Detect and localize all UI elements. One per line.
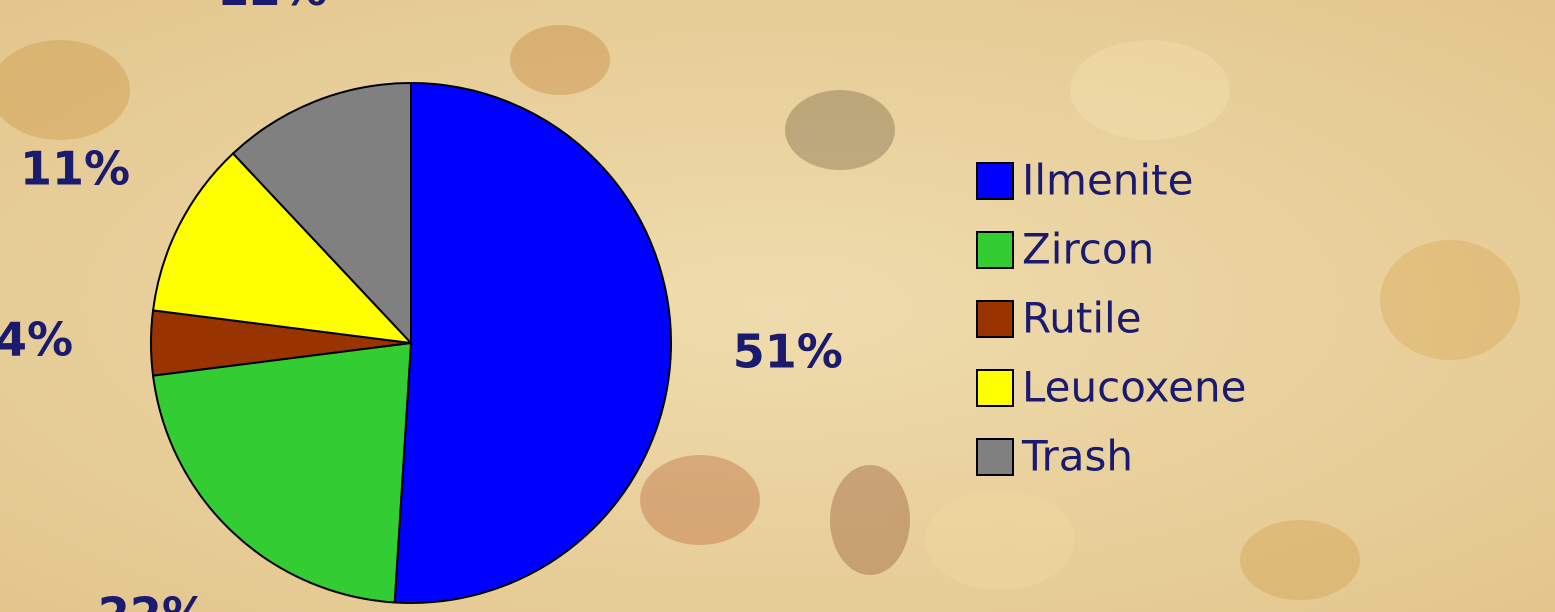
data-label: 51% bbox=[733, 324, 843, 378]
pie-slice bbox=[231, 81, 412, 346]
legend-swatch bbox=[976, 438, 1014, 476]
data-label: 22% bbox=[98, 587, 208, 612]
legend-swatch bbox=[976, 162, 1014, 200]
data-label: 4% bbox=[0, 313, 73, 367]
legend-label: Rutile bbox=[1022, 294, 1142, 343]
pie-slice bbox=[393, 81, 672, 604]
legend-label: Trash bbox=[1021, 432, 1133, 481]
background-pebbles bbox=[0, 25, 1520, 600]
legend-swatch bbox=[976, 231, 1014, 269]
legend-label: Zircon bbox=[1022, 225, 1154, 274]
legend-label: Ilmenite bbox=[1022, 156, 1193, 205]
legend-label: Leucoxene bbox=[1022, 363, 1246, 412]
data-label: 12% bbox=[217, 0, 327, 16]
legend-swatch bbox=[976, 369, 1014, 407]
pie-slice bbox=[151, 152, 414, 345]
legend-swatch bbox=[976, 300, 1014, 338]
data-label: 11% bbox=[20, 141, 130, 195]
pie-slice bbox=[151, 341, 413, 604]
